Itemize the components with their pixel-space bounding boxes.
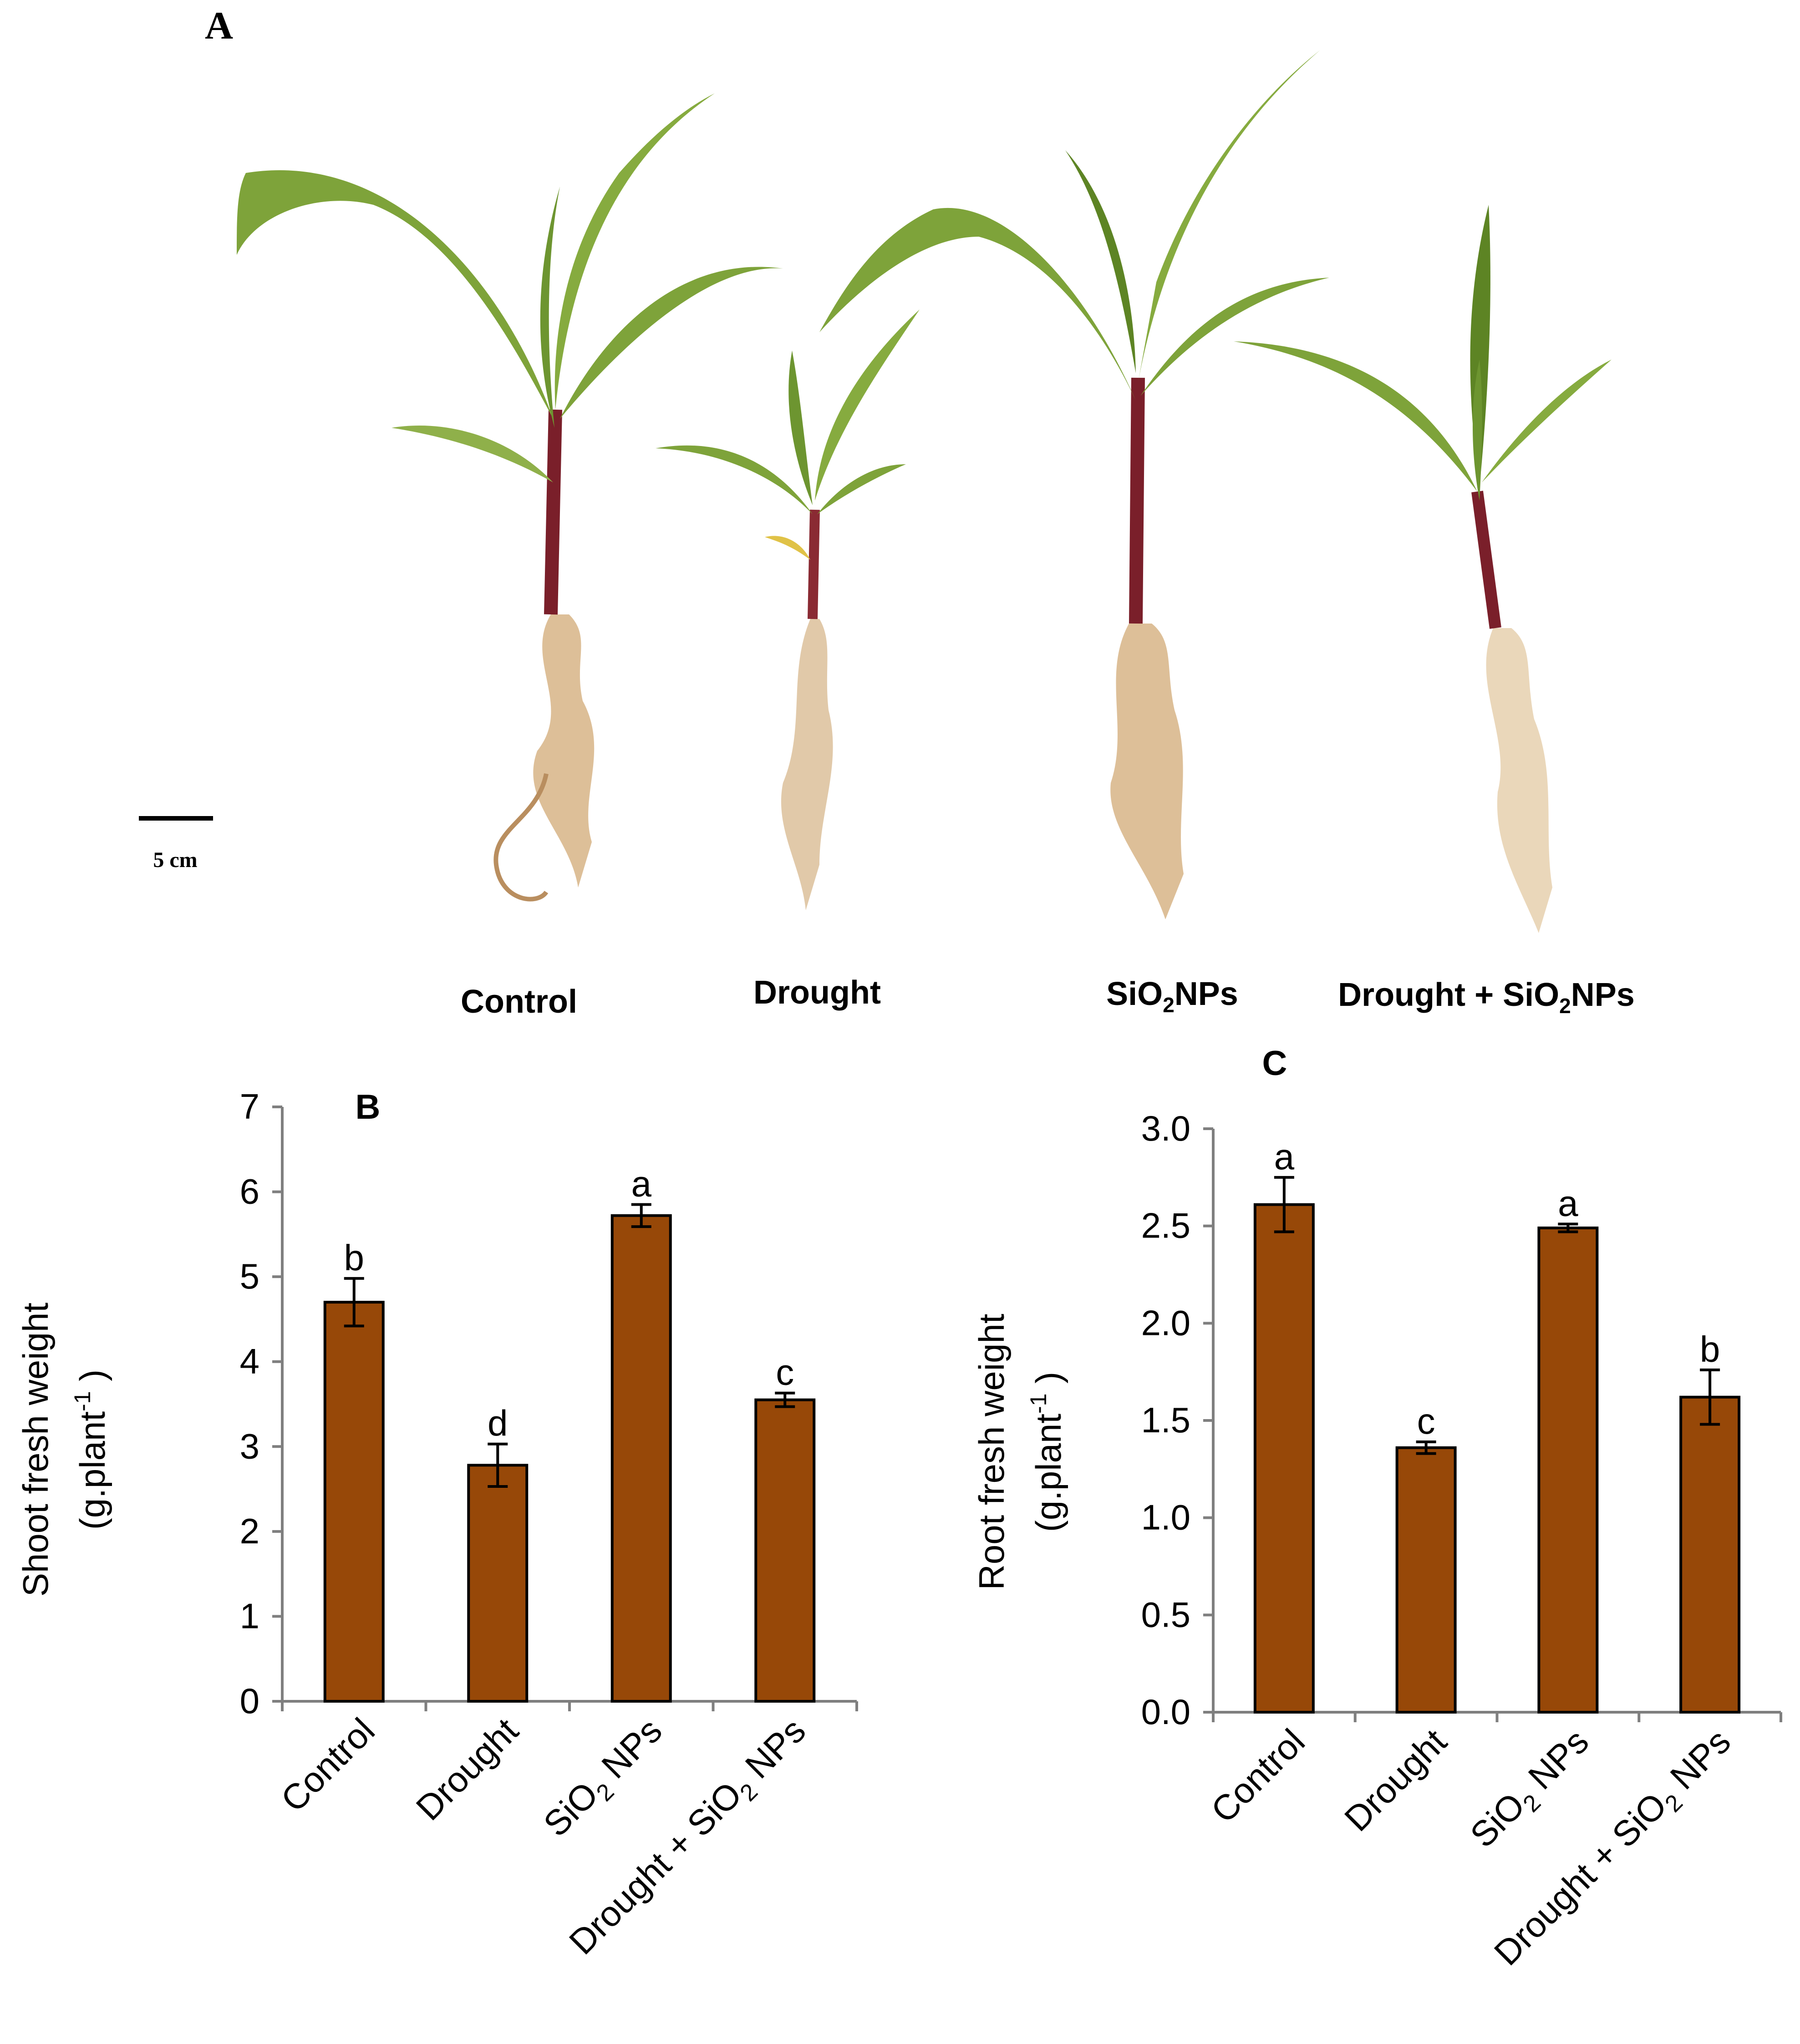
bar xyxy=(1679,1395,1741,1714)
leaf-drought-5 xyxy=(765,536,810,560)
x-tick-label: Control xyxy=(1203,1721,1312,1831)
plant-sio2 xyxy=(819,50,1329,919)
y-tick-label: 0.5 xyxy=(1141,1594,1190,1634)
leaf-control-4 xyxy=(392,426,553,482)
panel-a-letter: A xyxy=(205,4,233,47)
stem-sio2 xyxy=(1129,377,1145,624)
photo-label-control: Control xyxy=(461,984,577,1020)
x-tick-label: Drought xyxy=(408,1710,526,1828)
significance-letter: a xyxy=(1558,1183,1578,1223)
y-tick-label: 1.5 xyxy=(1141,1400,1190,1440)
roots-drought-sio2 xyxy=(1486,628,1552,933)
significance-letter: b xyxy=(1700,1329,1720,1369)
leaf-sio2-3 xyxy=(1065,150,1136,373)
x-tick-label: Drought xyxy=(1337,1721,1454,1839)
leaf-drought-1 xyxy=(656,445,813,514)
stem-control xyxy=(544,409,562,615)
bar xyxy=(610,1214,672,1703)
plant-control xyxy=(237,93,783,902)
leaf-control-3 xyxy=(560,267,783,419)
bar xyxy=(1395,1446,1457,1714)
bar xyxy=(1537,1226,1599,1714)
root-strand-control xyxy=(493,773,549,902)
leaf-control-1 xyxy=(237,170,553,419)
chart-b-plot-area: 0 1 2 3 4 5 6 7 b Control d Drought a SiO2 NPs c Drough… xyxy=(240,1086,858,1966)
photo-label-drought: Drought xyxy=(753,974,881,1011)
chart-c-ylabel-line2: (g.plant-1 ) xyxy=(1026,1372,1068,1532)
bar xyxy=(323,1301,385,1703)
significance-letter: c xyxy=(1417,1401,1435,1441)
x-tick-label: Drought + SiO2 NPs xyxy=(1486,1721,1742,1977)
y-tick-label: 0 xyxy=(240,1681,259,1721)
roots-control xyxy=(533,614,595,888)
bar xyxy=(754,1398,816,1703)
chart-b-ylabel-line2: (g.plant-1 ) xyxy=(70,1369,112,1530)
x-tick-label: Control xyxy=(273,1710,382,1820)
stem-drought-sio2 xyxy=(1471,491,1501,629)
photo-label-sio2: SiO2NPs xyxy=(1106,976,1238,1017)
photo-label-drought-sio2: Drought + SiO2NPs xyxy=(1338,977,1635,1018)
chart-panel-c: C Root fresh weight (g.plant-1 ) 0.0 0.5 1… xyxy=(971,1044,1782,1977)
panel-a-photo: A xyxy=(139,4,1635,1020)
leaf-control-5 xyxy=(540,187,560,428)
chart-b-ylabel-line1: Shoot fresh weight xyxy=(15,1303,56,1597)
chart-c-ylabel: Root fresh weight (g.plant-1 ) xyxy=(971,1314,1068,1590)
leaf-drought-2 xyxy=(815,309,920,501)
x-tick-label: Drought + SiO2 NPs xyxy=(561,1710,817,1966)
leaf-drought-3 xyxy=(788,350,813,505)
chart-c-ylabel-line1: Root fresh weight xyxy=(971,1314,1012,1590)
stem-drought xyxy=(808,509,820,619)
roots-sio2 xyxy=(1110,624,1184,919)
leaf-control-2 xyxy=(554,93,715,410)
y-tick-label: 6 xyxy=(240,1172,259,1212)
y-tick-label: 1 xyxy=(240,1596,259,1636)
leaf-drought-sio2-1 xyxy=(1234,341,1477,492)
y-tick-label: 0.0 xyxy=(1141,1692,1190,1732)
x-tick-label: SiO2 NPs xyxy=(536,1710,674,1848)
y-tick-label: 2.0 xyxy=(1141,1303,1190,1343)
scale-label: 5 cm xyxy=(153,848,197,872)
x-tick-label: SiO2 NPs xyxy=(1462,1721,1600,1859)
roots-drought xyxy=(781,619,833,910)
y-tick-label: 2 xyxy=(240,1511,259,1551)
leaf-sio2-1 xyxy=(819,208,1136,401)
y-tick-label: 3 xyxy=(240,1426,259,1466)
significance-letter: c xyxy=(776,1352,794,1393)
significance-letter: a xyxy=(631,1164,652,1204)
significance-letter: b xyxy=(344,1238,365,1278)
leaf-sio2-2 xyxy=(1138,50,1320,382)
bar xyxy=(467,1464,529,1703)
chart-b-ylabel: Shoot fresh weight (g.plant-1 ) xyxy=(15,1303,112,1597)
y-tick-label: 4 xyxy=(240,1341,259,1381)
y-tick-label: 7 xyxy=(240,1086,259,1126)
chart-c-plot-area: 0.0 0.5 1.0 1.5 2.0 2.5 3.0 a Control c Drought a Si… xyxy=(1141,1108,1782,1977)
significance-letter: d xyxy=(488,1403,508,1444)
plant-drought-sio2 xyxy=(1234,205,1612,933)
leaf-drought-4 xyxy=(817,464,906,514)
significance-letter: a xyxy=(1274,1136,1295,1177)
bar xyxy=(1253,1203,1315,1714)
leaf-sio2-4 xyxy=(1140,278,1329,396)
panel-b-letter: B xyxy=(356,1088,381,1126)
plant-drought xyxy=(656,309,920,910)
y-tick-label: 2.5 xyxy=(1141,1206,1190,1246)
leaf-drought-sio2-3 xyxy=(1482,360,1612,482)
y-tick-label: 3.0 xyxy=(1141,1108,1190,1148)
y-tick-label: 1.0 xyxy=(1141,1497,1190,1537)
leaf-drought-sio2-4 xyxy=(1473,360,1482,501)
panel-c-letter: C xyxy=(1262,1044,1287,1083)
chart-panel-b: B Shoot fresh weight (g.plant-1 ) 0 1 2 3 4 5… xyxy=(15,1086,858,1966)
y-tick-label: 5 xyxy=(240,1256,259,1296)
